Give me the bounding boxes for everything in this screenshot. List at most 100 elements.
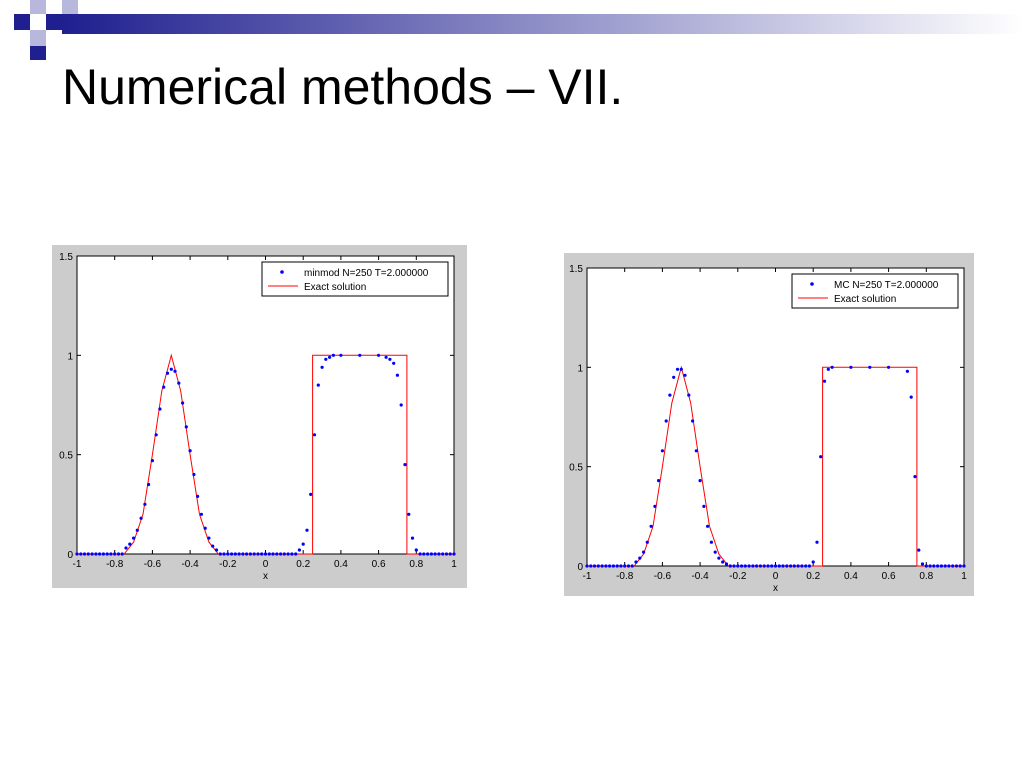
data-point [611, 564, 615, 568]
data-point [377, 353, 381, 357]
data-point [177, 381, 181, 385]
data-point [441, 552, 445, 556]
data-point [452, 552, 456, 556]
data-point [429, 552, 433, 556]
data-point [830, 365, 834, 369]
exact-solution-line [587, 365, 964, 567]
data-point [214, 548, 219, 552]
plot-area [76, 255, 455, 555]
data-point [120, 552, 124, 556]
data-point [623, 564, 627, 568]
data-point [868, 365, 872, 369]
data-point [615, 564, 619, 568]
data-point [407, 512, 411, 516]
data-point [316, 383, 320, 387]
data-point [403, 463, 407, 467]
x-tick-label: 0.2 [806, 571, 820, 582]
data-point [252, 552, 256, 556]
mc-chart: -1 -0.8 -0.6 -0.4 -0.2 0 0.2 0.4 0.6 0.8 1 0 0.5 1 1.5… [564, 253, 974, 596]
data-point [399, 403, 403, 407]
data-point [196, 494, 200, 498]
data-point [158, 407, 162, 411]
deco-square [46, 14, 62, 30]
x-tick-label: 0.8 [919, 571, 933, 582]
data-point [770, 564, 774, 568]
data-point [773, 564, 778, 568]
data-point [143, 502, 147, 506]
data-point [165, 371, 170, 375]
y-tick-label: 1.5 [59, 252, 73, 263]
data-point [124, 546, 128, 550]
data-point [256, 552, 260, 556]
data-point [920, 562, 925, 566]
data-point [649, 524, 653, 528]
data-point [203, 526, 207, 530]
data-point [230, 552, 234, 556]
data-point [437, 552, 441, 556]
plot-area [586, 267, 965, 567]
legend-label: MC N=250 T=2.000000 [834, 280, 939, 291]
data-point [653, 504, 657, 508]
y-tick-label: 0.5 [569, 463, 583, 474]
data-point [139, 516, 143, 520]
data-point [740, 564, 744, 568]
data-point [162, 385, 166, 389]
x-tick-label: -0.8 [106, 559, 124, 570]
data-point [638, 556, 642, 560]
data-point [717, 556, 721, 560]
y-tick-label: 0.5 [59, 451, 73, 462]
minmod-plot: -1 -0.8 -0.6 -0.4 -0.2 0 0.2 0.4 0.6 0.8 1 0 0.5 1 1.5… [59, 252, 457, 582]
data-point [789, 564, 793, 568]
data-point [962, 564, 966, 568]
data-point [600, 564, 604, 568]
data-point [936, 564, 940, 568]
data-point [263, 552, 268, 556]
data-point [135, 528, 139, 532]
data-point [395, 373, 399, 377]
data-point [822, 379, 827, 383]
data-point [339, 353, 343, 357]
data-point [94, 552, 98, 556]
x-tick-label: -0.4 [691, 571, 709, 582]
x-tick-label: 1 [961, 571, 967, 582]
exact-solution-line [77, 353, 454, 555]
data-point [101, 552, 105, 556]
data-point [664, 419, 668, 423]
data-point [939, 564, 943, 568]
data-point [721, 560, 725, 564]
data-point [905, 369, 909, 373]
data-point [448, 552, 452, 556]
data-point [309, 492, 313, 496]
data-point [384, 355, 388, 359]
x-tick-label: -1 [73, 559, 82, 570]
x-tick-label: 0.6 [372, 559, 386, 570]
data-point [331, 353, 335, 357]
data-point [592, 564, 597, 568]
data-point [392, 361, 396, 365]
data-point [732, 564, 736, 568]
y-tick-label: 0 [577, 562, 583, 573]
x-tick-label: 0.4 [844, 571, 858, 582]
data-point [596, 564, 600, 568]
data-point [698, 479, 702, 483]
data-point [109, 552, 113, 556]
data-point [260, 552, 264, 556]
x-tick-label: 0.6 [882, 571, 896, 582]
data-point [758, 564, 762, 568]
data-point [702, 504, 706, 508]
data-point [79, 552, 83, 556]
data-point [150, 459, 154, 463]
data-point [279, 552, 283, 556]
data-point [826, 367, 830, 371]
data-point [675, 367, 680, 371]
data-point [709, 540, 713, 544]
data-point [668, 393, 672, 397]
x-tick-label: 0.4 [334, 559, 348, 570]
mc-plot: -1 -0.8 -0.6 -0.4 -0.2 0 0.2 0.4 0.6 0.8 1 0 0.5 1 1.5… [569, 264, 967, 594]
deco-square [30, 46, 46, 60]
data-point [917, 548, 921, 552]
data-point [218, 552, 222, 556]
legend-label: minmod N=250 T=2.000000 [304, 268, 429, 279]
data-point [297, 548, 301, 552]
data-point [958, 564, 962, 568]
